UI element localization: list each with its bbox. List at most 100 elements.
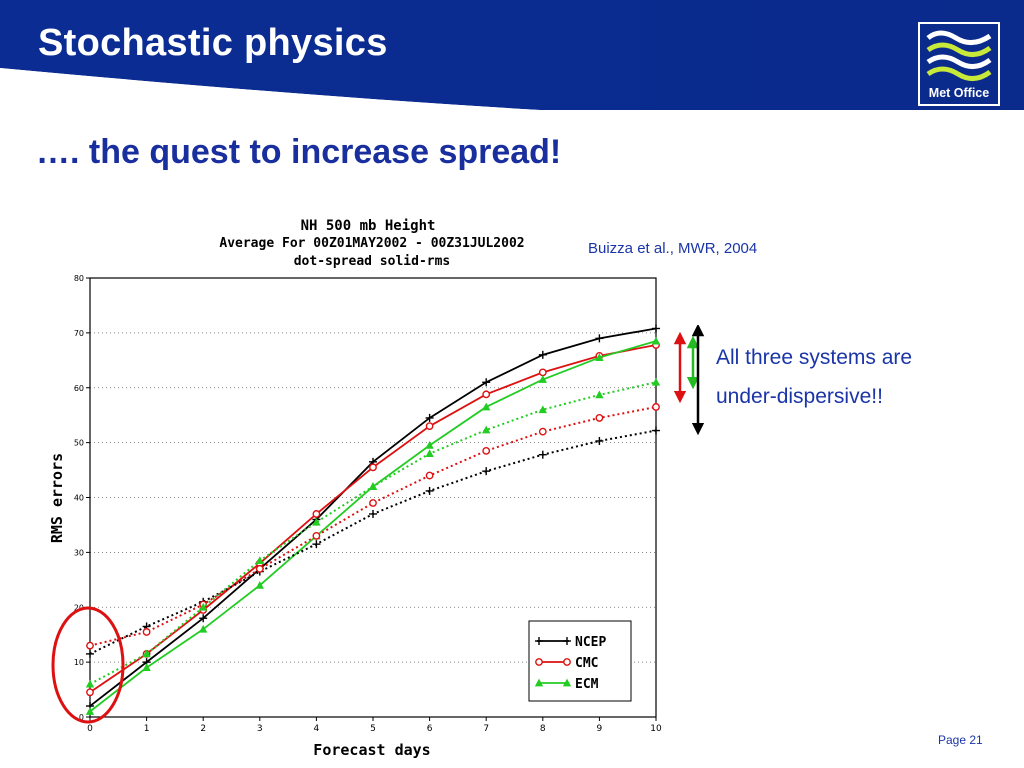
marker-triangle (651, 377, 661, 386)
marker-triangle (142, 663, 151, 672)
marker-plus (652, 426, 660, 435)
marker-circle (538, 427, 547, 436)
y-tick-label: 70 (74, 329, 84, 338)
spread-arrows (673, 325, 705, 435)
x-tick-label: 4 (314, 724, 320, 734)
marker-triangle (425, 449, 434, 457)
x-tick-label: 9 (597, 724, 603, 734)
header-band (0, 0, 1024, 118)
marker-triangle (255, 556, 264, 565)
chart-title: NH 500 mb Height (301, 218, 436, 234)
marker-triangle (482, 402, 491, 411)
marker-triangle (651, 336, 661, 345)
citation: Buizza et al., MWR, 2004 (588, 240, 758, 257)
marker-circle (425, 471, 434, 480)
marker-circle (86, 641, 94, 650)
marker-triangle (538, 405, 547, 414)
marker-plus (595, 334, 604, 343)
x-tick-label: 0 (87, 724, 93, 734)
marker-circle (142, 628, 151, 636)
x-tick-label: 2 (200, 724, 206, 734)
y-axis-label: RMS errors (48, 453, 66, 543)
legend-item-ncep: NCEP (535, 635, 606, 650)
y-tick-label: 40 (74, 494, 84, 503)
marker-circle (312, 532, 321, 540)
marker-circle (86, 688, 94, 697)
marker-plus (652, 324, 660, 333)
x-tick-label: 5 (370, 724, 376, 734)
marker-circle (369, 463, 377, 472)
y-tick-label: 0 (79, 713, 84, 722)
legend-item-ecm: ECM (534, 677, 599, 692)
marker-circle (595, 414, 604, 422)
met-office-logo: Met Office (918, 22, 1000, 106)
marker-triangle (595, 390, 604, 399)
x-tick-label: 1 (144, 724, 150, 734)
marker-circle (255, 564, 264, 573)
marker-plus (199, 614, 208, 623)
y-tick-label: 50 (74, 439, 84, 448)
marker-circle (482, 446, 491, 455)
marker-triangle (312, 517, 321, 526)
marker-circle (563, 658, 571, 666)
callout-line-2: under-dispersive!! (716, 385, 883, 408)
axis-ticks: 0 10 20 30 40 50 60 70 80 0 1 2 3 4 5 6 7 8 9 10 (74, 274, 662, 734)
marker-triangle (534, 678, 544, 687)
marker-triangle (255, 580, 264, 589)
marker-plus (482, 378, 491, 387)
marker-triangle (562, 678, 572, 687)
marker-plus (86, 649, 94, 658)
marker-triangle (142, 649, 151, 658)
rms-spread-chart: 0 10 20 30 40 50 60 70 80 0 1 2 3 4 5 6 7 8 9 10 NH 500 mb … (48, 218, 662, 759)
x-tick-label: 8 (540, 724, 546, 734)
marker-circle (369, 499, 377, 507)
x-tick-label: 3 (257, 724, 263, 734)
marker-plus (595, 436, 604, 445)
marker-plus (535, 637, 543, 645)
marker-plus (369, 509, 377, 518)
marker-triangle (482, 425, 491, 434)
series-cmc-spread (86, 403, 660, 650)
marker-circle (652, 403, 660, 411)
callout-line-1: All three systems are (716, 346, 913, 369)
chart-subtitle-2: dot-spread solid-rms (294, 254, 451, 269)
y-tick-label: 30 (74, 548, 84, 557)
legend-label: CMC (575, 656, 598, 671)
marker-circle (425, 422, 434, 431)
legend-label: ECM (575, 677, 599, 692)
logo-text: Met Office (928, 86, 990, 100)
series-line (89, 405, 657, 647)
highlight-ellipse (51, 606, 125, 724)
y-tick-label: 60 (74, 384, 84, 393)
chart-legend: NCEP CMC ECM (528, 620, 632, 702)
marker-plus (425, 486, 434, 495)
marker-circle (482, 390, 491, 399)
y-tick-label: 80 (74, 274, 84, 283)
wave-logo-icon (926, 30, 992, 81)
chart-subtitle-1: Average For 00Z01MAY2002 - 00Z31JUL2002 (219, 236, 524, 251)
marker-plus (312, 540, 321, 549)
marker-triangle (85, 707, 95, 715)
marker-triangle (199, 602, 208, 611)
legend-label: NCEP (575, 635, 606, 650)
x-tick-label: 10 (650, 724, 662, 734)
marker-circle (312, 510, 321, 518)
series-layer (85, 324, 661, 715)
y-tick-label: 10 (74, 658, 84, 667)
marker-triangle (425, 441, 434, 449)
page-number: Page 21 (938, 733, 983, 747)
x-tick-label: 7 (483, 724, 489, 734)
legend-item-cmc: CMC (535, 656, 598, 671)
marker-triangle (595, 353, 604, 361)
marker-circle (535, 658, 543, 666)
marker-triangle (85, 679, 95, 688)
marker-triangle (368, 482, 378, 490)
marker-plus (538, 350, 547, 359)
slide-title: Stochastic physics (38, 22, 388, 64)
x-axis-label: Forecast days (313, 741, 430, 759)
callout-text: All three systems are under-dispersive!! (716, 338, 1016, 416)
series-ecm-spread (85, 377, 661, 688)
x-tick-label: 6 (427, 724, 433, 734)
marker-plus (425, 413, 434, 422)
marker-plus (563, 637, 571, 645)
